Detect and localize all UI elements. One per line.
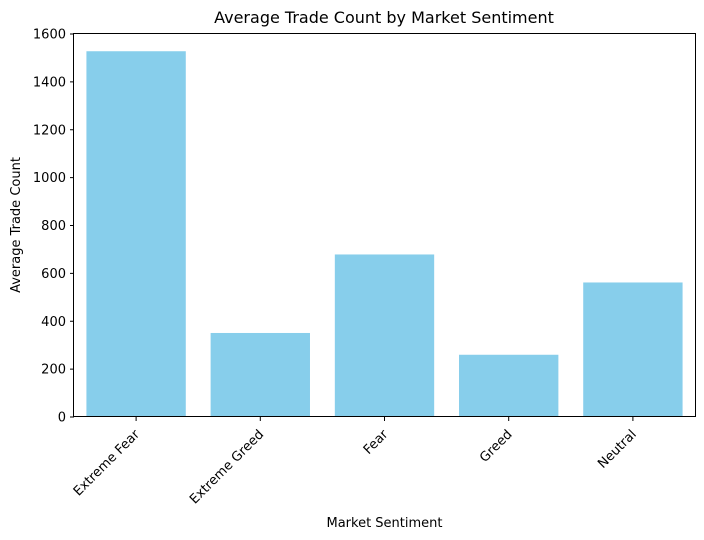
bar-extreme-fear <box>86 51 186 418</box>
y-axis: 0 200 400 600 800 1000 1200 1400 1600 <box>33 28 74 426</box>
y-tick-label: 1000 <box>33 171 66 186</box>
y-tick-label: 1400 <box>33 75 66 90</box>
y-tick-label: 1200 <box>33 123 66 138</box>
bar-fear <box>334 254 435 417</box>
bar-neutral <box>583 282 683 417</box>
x-tick-label: Fear <box>361 427 392 458</box>
y-axis-label: Average Trade Count <box>9 157 24 293</box>
plot-frame <box>73 33 696 417</box>
bar-greed <box>459 354 559 417</box>
y-tick-label: 600 <box>41 267 66 282</box>
x-tick-label: Extreme Greed <box>187 427 267 507</box>
x-axis-label: Market Sentiment <box>326 516 442 531</box>
bar-extreme-greed <box>210 332 310 417</box>
chart-title: Average Trade Count by Market Sentiment <box>214 8 554 27</box>
x-axis: Extreme Fear Extreme Greed Fear Greed Neutra… <box>71 417 640 507</box>
y-tick-label: 200 <box>41 363 66 378</box>
x-tick-label: Neutral <box>595 427 640 472</box>
x-tick-label: Greed <box>477 427 515 465</box>
x-tick-label: Extreme Fear <box>71 427 144 500</box>
y-tick-label: 1600 <box>33 28 66 43</box>
y-tick-label: 0 <box>58 411 66 426</box>
bars-layer <box>86 51 683 418</box>
y-tick-label: 400 <box>41 315 66 330</box>
y-tick-label: 800 <box>41 219 66 234</box>
